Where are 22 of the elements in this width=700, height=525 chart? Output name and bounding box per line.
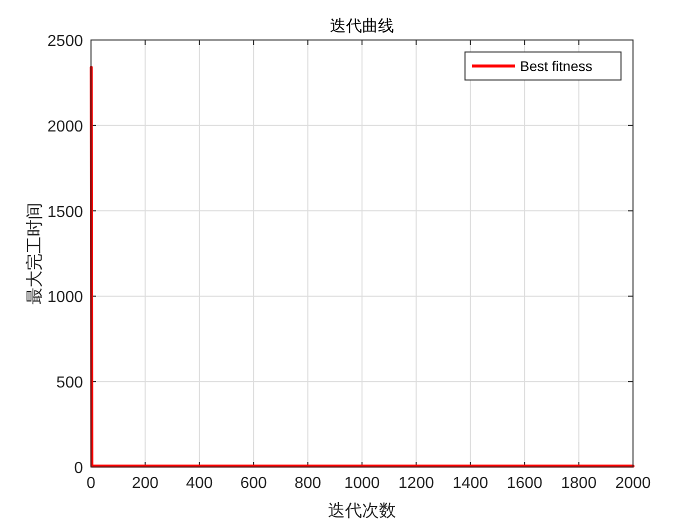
x-tick-label: 1000 xyxy=(344,475,380,492)
x-tick-label: 200 xyxy=(132,475,159,492)
y-tick-label: 0 xyxy=(74,460,84,477)
x-tick-label: 1400 xyxy=(452,475,488,492)
x-tick-label: 2000 xyxy=(615,475,651,492)
y-tick-label: 2000 xyxy=(47,118,84,136)
x-tick-label: 1200 xyxy=(398,475,434,492)
y-tick-label: 1500 xyxy=(47,204,84,221)
chart-title: 迭代曲线 xyxy=(330,16,394,35)
y-tick-label: 500 xyxy=(56,374,84,392)
x-tick-label: 0 xyxy=(86,475,96,492)
y-tick-label: 1000 xyxy=(47,289,84,306)
x-axis-title: 迭代次数 xyxy=(328,501,396,521)
legend: Best fitness xyxy=(464,52,622,80)
x-tick-label: 1800 xyxy=(561,475,597,492)
x-tick-label: 800 xyxy=(294,475,322,492)
y-axis-title: 最大完工时间 xyxy=(25,202,45,304)
x-tick-label: 600 xyxy=(240,475,268,492)
y-tick-label: 2500 xyxy=(47,33,84,50)
x-tick-label: 1600 xyxy=(506,475,542,492)
legend-label: Best fitness xyxy=(520,58,592,74)
x-tick-label: 400 xyxy=(186,475,213,492)
